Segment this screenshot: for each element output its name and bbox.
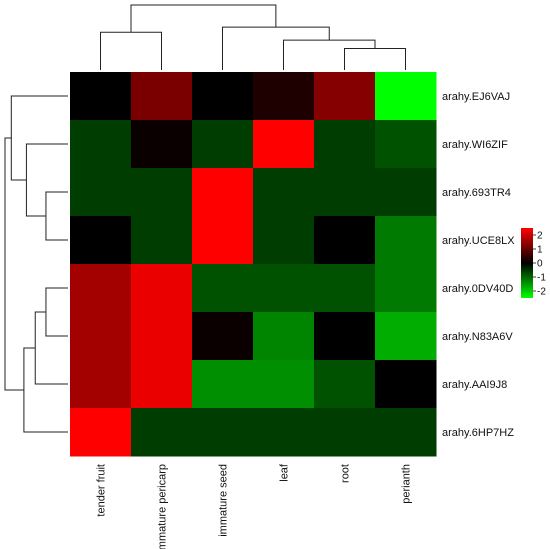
row-label: arahy.WI6ZIF xyxy=(442,139,508,151)
column-label: root xyxy=(340,464,352,483)
cell-arahy-ej6vaj-tender-fruit xyxy=(70,72,132,121)
cell-arahy-n83a6v-perianth xyxy=(375,312,437,361)
cell-arahy-0dv40d-immature-pericarp xyxy=(131,264,193,313)
cell-arahy-aai9j8-leaf xyxy=(253,360,315,409)
dendrogram-branch xyxy=(25,143,68,217)
cell-arahy-0dv40d-immature-seed xyxy=(192,264,254,313)
cell-arahy-n83a6v-leaf xyxy=(253,312,315,361)
cell-arahy-uce8lx-leaf xyxy=(253,216,315,265)
row-label: arahy.UCE8LX xyxy=(442,235,515,247)
cell-arahy-wi6zif-immature-seed xyxy=(192,120,254,169)
dendrogram-branch xyxy=(222,26,330,70)
column-label: tender fruit xyxy=(96,464,108,517)
color-key-label: 2 xyxy=(537,231,543,242)
cell-arahy-0dv40d-root xyxy=(314,264,376,313)
cell-arahy-6hp7hz-leaf xyxy=(253,408,315,457)
row-label: arahy.0DV40D xyxy=(442,283,513,295)
cell-arahy-wi6zif-immature-pericarp xyxy=(131,120,193,169)
dendrogram-branch xyxy=(130,4,277,33)
dendrogram-branch xyxy=(45,287,68,337)
cell-arahy-aai9j8-immature-seed xyxy=(192,360,254,409)
cell-arahy-0dv40d-leaf xyxy=(253,264,315,313)
cell-arahy-wi6zif-tender-fruit xyxy=(70,120,132,169)
cell-arahy-uce8lx-immature-seed xyxy=(192,216,254,265)
row-dendrogram xyxy=(4,95,68,433)
cell-arahy-ej6vaj-immature-pericarp xyxy=(131,72,193,121)
cell-arahy-aai9j8-immature-pericarp xyxy=(131,360,193,409)
cell-arahy-6hp7hz-perianth xyxy=(375,408,437,457)
cell-arahy-693tr4-tender-fruit xyxy=(70,168,132,217)
cell-arahy-6hp7hz-immature-seed xyxy=(192,408,254,457)
color-key-label: 1 xyxy=(537,245,543,256)
color-key: 2 1 0 -1 -2 xyxy=(521,228,546,298)
cell-arahy-wi6zif-leaf xyxy=(253,120,315,169)
column-label: perianth xyxy=(401,464,413,504)
cell-arahy-uce8lx-immature-pericarp xyxy=(131,216,193,265)
row-labels: arahy.EJ6VAJ arahy.WI6ZIF arahy.693TR4 arah… xyxy=(442,91,515,439)
cell-arahy-ej6vaj-root xyxy=(314,72,376,121)
cell-arahy-n83a6v-tender-fruit xyxy=(70,312,132,361)
cell-arahy-6hp7hz-root xyxy=(314,408,376,457)
column-label: immature pericarp xyxy=(157,464,169,549)
cell-arahy-0dv40d-perianth xyxy=(375,264,437,313)
dendrogram-branch xyxy=(10,95,68,181)
cell-arahy-aai9j8-perianth xyxy=(375,360,437,409)
color-key-label: -2 xyxy=(537,287,546,298)
row-label: arahy.AAI9J8 xyxy=(442,379,507,391)
cell-arahy-ej6vaj-leaf xyxy=(253,72,315,121)
row-label: arahy.EJ6VAJ xyxy=(442,91,510,103)
cell-arahy-wi6zif-root xyxy=(314,120,376,169)
column-label: immature seed xyxy=(218,464,230,537)
cell-arahy-6hp7hz-immature-pericarp xyxy=(131,408,193,457)
dendrogram-branch xyxy=(4,137,24,391)
row-label: arahy.N83A6V xyxy=(442,331,513,343)
cell-arahy-uce8lx-perianth xyxy=(375,216,437,265)
color-key-bar xyxy=(521,228,533,298)
cell-arahy-n83a6v-immature-seed xyxy=(192,312,254,361)
cell-arahy-0dv40d-tender-fruit xyxy=(70,264,132,313)
heatmap-cells xyxy=(70,72,437,457)
dendrogram-branch xyxy=(344,48,406,70)
dendrogram-branch xyxy=(100,31,162,70)
cell-arahy-n83a6v-root xyxy=(314,312,376,361)
color-key-label: -1 xyxy=(537,273,546,284)
dendrogram-branch xyxy=(45,191,68,241)
cell-arahy-wi6zif-perianth xyxy=(375,120,437,169)
column-dendrogram xyxy=(100,4,406,70)
cell-arahy-aai9j8-tender-fruit xyxy=(70,360,132,409)
cell-arahy-693tr4-immature-pericarp xyxy=(131,168,193,217)
cell-arahy-n83a6v-immature-pericarp xyxy=(131,312,193,361)
cell-arahy-693tr4-leaf xyxy=(253,168,315,217)
color-key-label: 0 xyxy=(537,259,543,270)
cell-arahy-693tr4-perianth xyxy=(375,168,437,217)
dendrogram-branch xyxy=(283,39,376,70)
cell-arahy-aai9j8-root xyxy=(314,360,376,409)
column-labels: tender fruit immature pericarp immature se… xyxy=(96,463,413,549)
column-label: leaf xyxy=(279,463,291,482)
dendrogram-branch xyxy=(34,311,68,385)
cell-arahy-ej6vaj-perianth xyxy=(375,72,437,121)
cell-arahy-6hp7hz-tender-fruit xyxy=(70,408,132,457)
row-label: arahy.6HP7HZ xyxy=(442,427,514,439)
cell-arahy-693tr4-root xyxy=(314,168,376,217)
cell-arahy-uce8lx-tender-fruit xyxy=(70,216,132,265)
cell-arahy-ej6vaj-immature-seed xyxy=(192,72,254,121)
dendrogram-branch xyxy=(23,347,68,433)
cell-arahy-693tr4-immature-seed xyxy=(192,168,254,217)
cell-arahy-uce8lx-root xyxy=(314,216,376,265)
row-label: arahy.693TR4 xyxy=(442,187,511,199)
